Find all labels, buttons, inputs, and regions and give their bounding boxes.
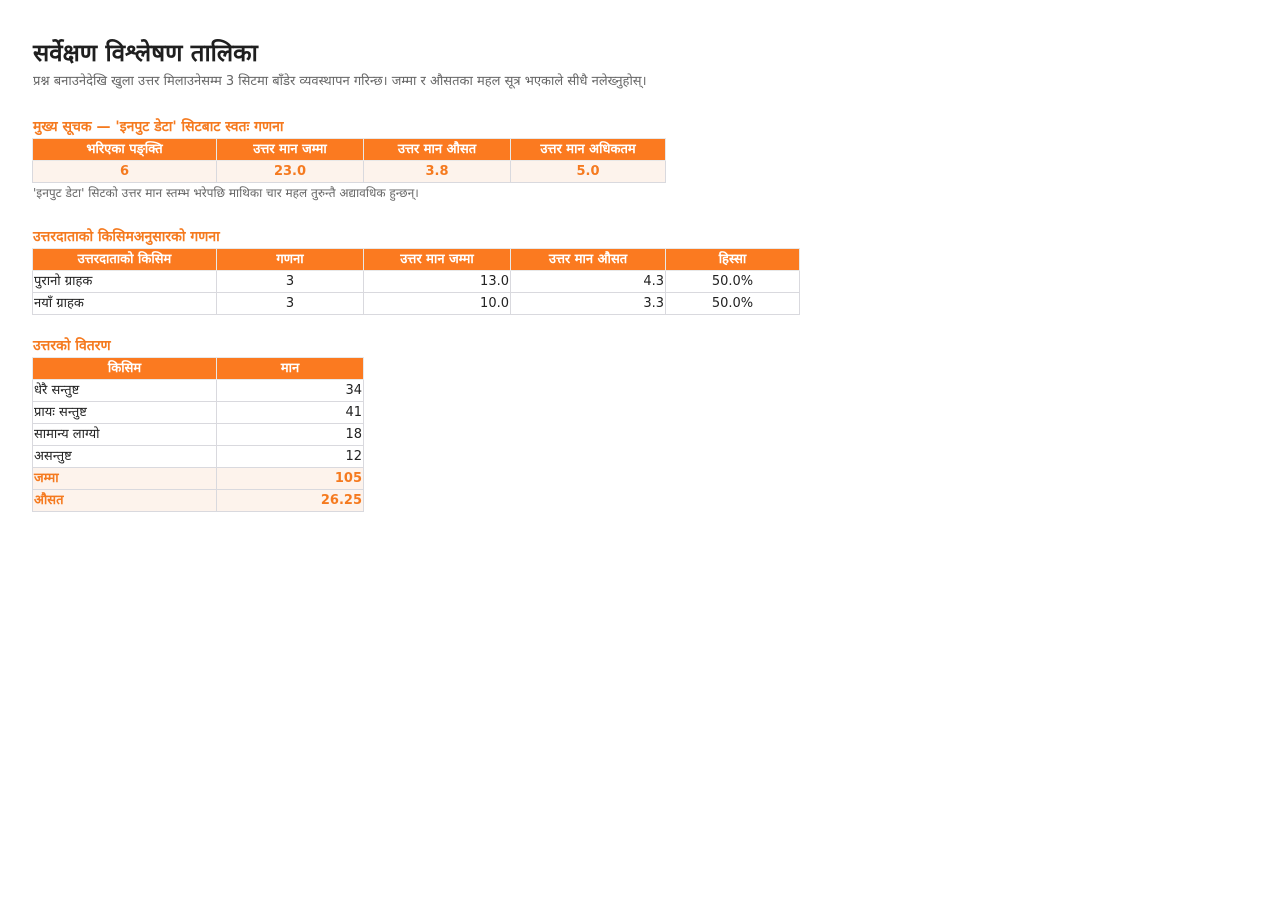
kpi-header-filled-rows[interactable]: भरिएका पङ्क्ति (32, 138, 217, 161)
distribution-header-value[interactable]: मान (216, 357, 364, 380)
respondent-header-count[interactable]: गणना (216, 248, 364, 271)
kpi-header-answer-max[interactable]: उत्तर मान अधिकतम (510, 138, 666, 161)
respondent-sum-cell[interactable]: 13.0 (363, 270, 511, 293)
distribution-value-cell[interactable]: 41 (216, 401, 364, 424)
respondent-header-share[interactable]: हिस्सा (665, 248, 800, 271)
distribution-type-cell[interactable]: धेरै सन्तुष्ट (32, 379, 217, 402)
kpi-section-title: मुख्य सूचक — 'इनपुट डेटा' सिटबाट स्वतः ग… (33, 119, 284, 135)
kpi-header-answer-sum[interactable]: उत्तर मान जम्मा (216, 138, 364, 161)
distribution-type-cell[interactable]: असन्तुष्ट (32, 445, 217, 468)
distribution-type-cell[interactable]: सामान्य लाग्यो (32, 423, 217, 446)
respondent-type-cell[interactable]: नयाँ ग्राहक (32, 292, 217, 315)
respondent-count-cell[interactable]: 3 (216, 270, 364, 293)
page-subtitle: प्रश्न बनाउनेदेखि खुला उत्तर मिलाउनेसम्म… (33, 74, 647, 89)
table-row: असन्तुष्ट 12 (32, 445, 364, 468)
distribution-total-row: जम्मा 105 (32, 467, 364, 490)
table-row: पुरानो ग्राहक 3 13.0 4.3 50.0% (32, 270, 800, 293)
distribution-average-value[interactable]: 26.25 (216, 489, 364, 512)
table-row: प्रायः सन्तुष्ट 41 (32, 401, 364, 424)
respondent-share-cell[interactable]: 50.0% (665, 292, 800, 315)
page-title: सर्वेक्षण विश्लेषण तालिका (33, 39, 258, 67)
respondent-header-type[interactable]: उत्तरदाताको किसिम (32, 248, 217, 271)
kpi-value-answer-sum[interactable]: 23.0 (216, 160, 364, 183)
table-row: सामान्य लाग्यो 18 (32, 423, 364, 446)
respondent-count-cell[interactable]: 3 (216, 292, 364, 315)
kpi-header-answer-average[interactable]: उत्तर मान औसत (363, 138, 511, 161)
respondent-table: उत्तरदाताको किसिम गणना उत्तर मान जम्मा उ… (32, 248, 800, 315)
kpi-table: भरिएका पङ्क्ति उत्तर मान जम्मा उत्तर मान… (32, 138, 666, 183)
distribution-value-cell[interactable]: 12 (216, 445, 364, 468)
table-row: धेरै सन्तुष्ट 34 (32, 379, 364, 402)
distribution-total-label[interactable]: जम्मा (32, 467, 217, 490)
respondent-header-average[interactable]: उत्तर मान औसत (510, 248, 666, 271)
survey-analysis-sheet: सर्वेक्षण विश्लेषण तालिका प्रश्न बनाउनेद… (32, 36, 1233, 512)
table-row: नयाँ ग्राहक 3 10.0 3.3 50.0% (32, 292, 800, 315)
distribution-table: किसिम मान धेरै सन्तुष्ट 34 प्रायः सन्तुष… (32, 357, 364, 512)
distribution-value-cell[interactable]: 34 (216, 379, 364, 402)
kpi-value-answer-max[interactable]: 5.0 (510, 160, 666, 183)
distribution-type-cell[interactable]: प्रायः सन्तुष्ट (32, 401, 217, 424)
kpi-value-filled-rows[interactable]: 6 (32, 160, 217, 183)
kpi-note: 'इनपुट डेटा' सिटको उत्तर मान स्तम्भ भरेप… (33, 186, 419, 200)
distribution-average-row: औसत 26.25 (32, 489, 364, 512)
respondent-header-sum[interactable]: उत्तर मान जम्मा (363, 248, 511, 271)
respondent-sum-cell[interactable]: 10.0 (363, 292, 511, 315)
respondent-average-cell[interactable]: 4.3 (510, 270, 666, 293)
respondent-average-cell[interactable]: 3.3 (510, 292, 666, 315)
distribution-header-type[interactable]: किसिम (32, 357, 217, 380)
distribution-section-title: उत्तरको वितरण (33, 338, 111, 354)
kpi-value-answer-average[interactable]: 3.8 (363, 160, 511, 183)
distribution-total-value[interactable]: 105 (216, 467, 364, 490)
respondent-share-cell[interactable]: 50.0% (665, 270, 800, 293)
distribution-average-label[interactable]: औसत (32, 489, 217, 512)
respondent-section-title: उत्तरदाताको किसिमअनुसारको गणना (33, 229, 220, 245)
respondent-type-cell[interactable]: पुरानो ग्राहक (32, 270, 217, 293)
distribution-value-cell[interactable]: 18 (216, 423, 364, 446)
